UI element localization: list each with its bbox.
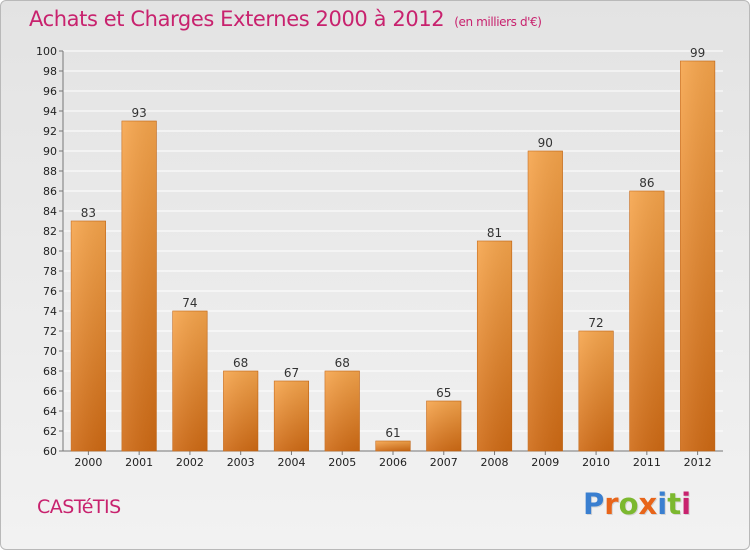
brand-letter: i xyxy=(657,487,668,521)
data-label: 74 xyxy=(182,296,197,310)
y-tick-label: 76 xyxy=(43,285,57,298)
data-label: 86 xyxy=(639,176,654,190)
brand-letter: i xyxy=(681,487,692,521)
bar-shade xyxy=(528,151,563,451)
y-tick-label: 78 xyxy=(43,265,57,278)
x-tick-label: 2009 xyxy=(531,456,559,469)
bar-shade xyxy=(71,221,106,451)
x-tick-label: 2005 xyxy=(328,456,356,469)
bar-shade xyxy=(172,311,208,451)
bar-shade xyxy=(223,371,258,451)
y-tick-label: 86 xyxy=(43,185,57,198)
y-tick-label: 82 xyxy=(43,225,57,238)
data-label: 65 xyxy=(436,386,451,400)
x-tick-label: 2003 xyxy=(227,456,255,469)
x-tick-label: 2006 xyxy=(379,456,407,469)
y-tick-label: 64 xyxy=(43,405,57,418)
y-tick-label: 88 xyxy=(43,165,57,178)
place-name: CASTéTIS xyxy=(37,496,121,518)
x-tick-label: 2004 xyxy=(277,456,305,469)
x-tick-label: 2008 xyxy=(481,456,509,469)
grid-lines xyxy=(63,50,723,452)
data-label: 67 xyxy=(284,366,299,380)
brand-letter: t xyxy=(667,487,682,521)
brand-letter: P xyxy=(583,487,605,521)
data-label: 68 xyxy=(335,356,350,370)
brand-logo: Proxiti xyxy=(583,487,691,521)
chart-unit: (en milliers d'€) xyxy=(454,15,542,29)
brand-letter: o xyxy=(618,487,639,521)
y-tick-label: 72 xyxy=(43,325,57,338)
value-labels: 83 93 74 68 67 68 61 65 81 90 72 86 99 xyxy=(81,46,706,440)
data-label: 72 xyxy=(588,316,603,330)
chart-title-text: Achats et Charges Externes 2000 à 2012 xyxy=(29,7,445,31)
y-tick-label: 66 xyxy=(43,385,57,398)
bar-shade xyxy=(578,331,614,451)
x-tick-label: 2012 xyxy=(684,456,712,469)
x-tick-label: 2000 xyxy=(74,456,102,469)
bar-shade xyxy=(680,61,715,451)
data-label: 81 xyxy=(487,226,502,240)
data-label: 83 xyxy=(81,206,96,220)
data-label: 90 xyxy=(538,136,553,150)
x-tick-label: 2002 xyxy=(176,456,204,469)
y-tick-label: 84 xyxy=(43,205,57,218)
y-tick-label: 96 xyxy=(43,85,57,98)
y-tick-label: 98 xyxy=(43,65,57,78)
x-tick-label: 2010 xyxy=(582,456,610,469)
x-tick-label: 2001 xyxy=(125,456,153,469)
bar-shade xyxy=(629,191,665,451)
bar-shade xyxy=(121,121,157,451)
data-label: 61 xyxy=(385,426,400,440)
y-tick-label: 74 xyxy=(43,305,57,318)
bar-shade xyxy=(375,441,411,451)
brand-letter: r xyxy=(604,487,619,521)
x-tick-label: 2011 xyxy=(633,456,661,469)
y-tick-label: 80 xyxy=(43,245,57,258)
y-tick-label: 94 xyxy=(43,105,57,118)
y-tick-label: 90 xyxy=(43,145,57,158)
bar-shade xyxy=(274,381,309,451)
data-label: 93 xyxy=(132,106,147,120)
data-label: 68 xyxy=(233,356,248,370)
y-tick-label: 100 xyxy=(36,45,57,58)
y-tick-label: 62 xyxy=(43,425,57,438)
x-tick-label: 2007 xyxy=(430,456,458,469)
y-tick-label: 60 xyxy=(43,445,57,458)
y-tick-label: 92 xyxy=(43,125,57,138)
chart-title: Achats et Charges Externes 2000 à 2012 (e… xyxy=(29,7,542,31)
brand-letter: x xyxy=(638,487,658,521)
y-tick-label: 68 xyxy=(43,365,57,378)
data-label: 99 xyxy=(690,46,705,60)
bar-shade xyxy=(477,241,512,451)
bar-shade xyxy=(426,401,462,451)
bars xyxy=(70,60,716,452)
y-tick-label: 70 xyxy=(43,345,57,358)
bar-shade xyxy=(324,371,360,451)
